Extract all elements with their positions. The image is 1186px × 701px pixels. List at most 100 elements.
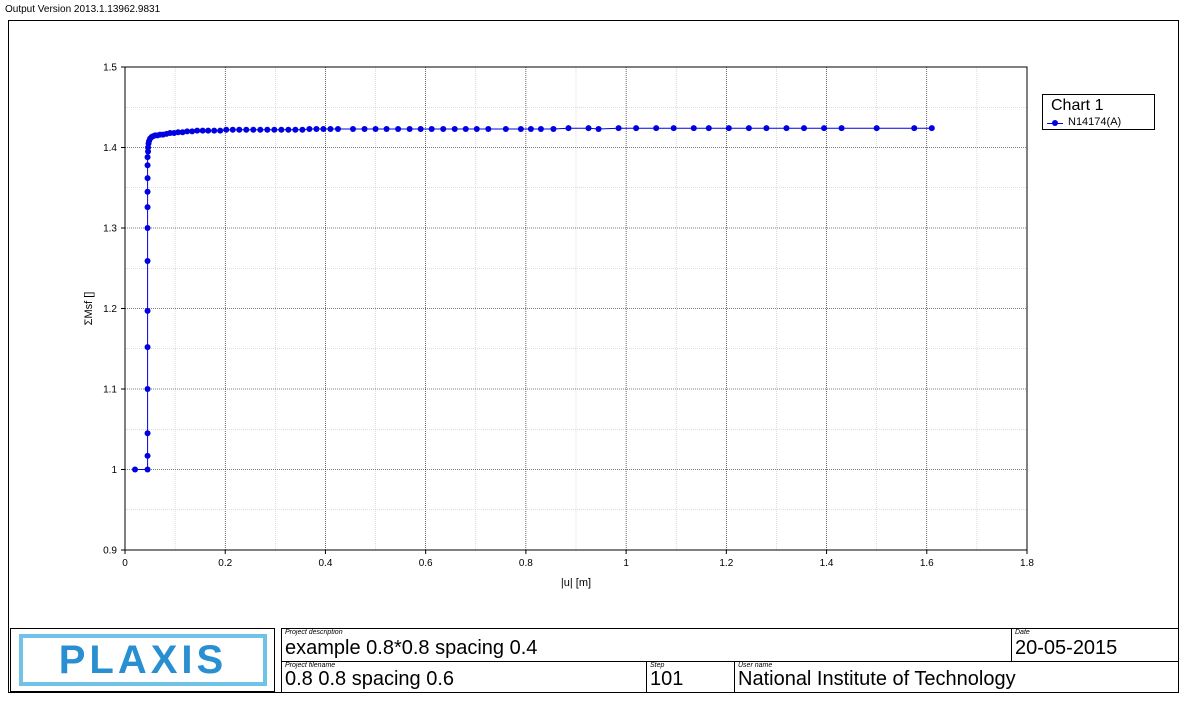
data-point xyxy=(179,129,186,136)
user-name-caption: User name xyxy=(738,662,773,669)
data-point xyxy=(783,125,790,132)
date-value: 20-05-2015 xyxy=(1015,637,1118,659)
y-tick-label: 1 xyxy=(111,465,117,476)
project-description-cell: Project description example 0.8*0.8 spac… xyxy=(281,628,1012,662)
data-point xyxy=(320,125,327,132)
data-point xyxy=(537,125,544,132)
data-point xyxy=(144,466,151,473)
data-point xyxy=(229,126,236,133)
data-point xyxy=(653,125,660,132)
data-point xyxy=(132,466,139,473)
data-point xyxy=(144,204,151,211)
x-tick-label: 0 xyxy=(122,558,128,569)
y-axis-label: ΣMsf [] xyxy=(83,292,95,326)
grid-layer xyxy=(124,66,1028,551)
x-axis-label: |u| [m] xyxy=(561,577,591,589)
data-point xyxy=(278,126,285,133)
data-point xyxy=(801,125,808,132)
x-tick-label: 1.8 xyxy=(1020,558,1034,569)
data-point xyxy=(527,125,534,132)
x-tick-label: 0.4 xyxy=(318,558,332,569)
data-point xyxy=(194,127,201,134)
data-point xyxy=(211,127,218,134)
data-point xyxy=(144,344,151,351)
user-name-cell: User name National Institute of Technolo… xyxy=(734,661,1179,693)
legend: Chart 1 N14174(A) xyxy=(1042,94,1155,130)
data-point xyxy=(705,125,712,132)
data-point xyxy=(205,127,212,134)
data-point xyxy=(383,125,390,132)
user-name-value: National Institute of Technology xyxy=(738,668,1016,690)
data-point xyxy=(550,125,557,132)
data-point xyxy=(395,125,402,132)
data-point xyxy=(144,162,151,169)
y-tick-label: 0.9 xyxy=(103,546,117,557)
data-point xyxy=(334,125,341,132)
y-tick-label: 1.2 xyxy=(103,304,117,315)
data-point xyxy=(821,125,828,132)
step-cell: Step 101 xyxy=(646,661,735,693)
x-tick-label: 0.8 xyxy=(519,558,533,569)
data-point xyxy=(271,126,278,133)
data-point xyxy=(250,126,257,133)
data-point xyxy=(406,125,413,132)
project-filename-cell: Project filename 0.8 0.8 spacing 0.6 xyxy=(281,661,647,693)
data-point xyxy=(144,452,151,459)
project-filename-caption: Project filename xyxy=(285,662,336,669)
data-point xyxy=(911,125,918,132)
logo-border: PLAXIS xyxy=(19,634,267,686)
legend-series-label: N14174(A) xyxy=(1068,116,1122,128)
data-point xyxy=(745,125,752,132)
data-point xyxy=(565,125,572,132)
data-point xyxy=(285,126,292,133)
data-point xyxy=(199,127,206,134)
data-point xyxy=(670,125,677,132)
data-point xyxy=(873,125,880,132)
data-point xyxy=(725,125,732,132)
data-point xyxy=(144,188,151,195)
data-point xyxy=(928,125,935,132)
data-point xyxy=(144,430,151,437)
y-tick-label: 1.5 xyxy=(103,63,117,74)
x-tick-label: 1 xyxy=(623,558,629,569)
data-point xyxy=(184,128,191,135)
data-point xyxy=(144,154,151,161)
series-layer xyxy=(132,125,935,473)
data-point xyxy=(440,125,447,132)
data-point xyxy=(361,125,368,132)
data-point xyxy=(236,126,243,133)
x-tick-label: 1.4 xyxy=(820,558,834,569)
data-point xyxy=(615,125,622,132)
x-tick-label: 0.6 xyxy=(419,558,433,569)
data-point xyxy=(327,125,334,132)
data-point xyxy=(585,125,592,132)
x-tick-label: 1.2 xyxy=(719,558,733,569)
data-point xyxy=(264,126,271,133)
project-description-caption: Project description xyxy=(285,629,343,636)
data-point xyxy=(306,125,313,132)
data-point xyxy=(257,126,264,133)
data-point xyxy=(428,125,435,132)
data-point xyxy=(144,225,151,231)
data-point xyxy=(144,307,151,314)
data-point xyxy=(299,126,306,133)
y-tick-label: 1.1 xyxy=(103,385,117,396)
data-point xyxy=(313,125,320,132)
series-line xyxy=(135,127,932,470)
data-point xyxy=(451,125,458,132)
tick-layer: 0 0.2 0.4 0.6 0.8 1 1.2 1.4 1.6 1.8 0.9 1 1.1 1.2 1.3 1… xyxy=(103,63,1034,570)
data-point xyxy=(417,125,424,132)
data-point xyxy=(144,386,151,392)
y-tick-label: 1.4 xyxy=(103,143,117,154)
data-point xyxy=(223,126,230,133)
data-point xyxy=(838,125,845,132)
legend-title: Chart 1 xyxy=(1051,97,1104,114)
data-point xyxy=(485,125,492,132)
legend-marker-swatch xyxy=(1052,120,1058,126)
date-cell: Date 20-05-2015 xyxy=(1011,628,1179,662)
project-filename-value: 0.8 0.8 spacing 0.6 xyxy=(285,668,455,690)
step-caption: Step xyxy=(650,662,665,669)
data-point xyxy=(372,125,379,132)
data-point xyxy=(690,125,697,132)
x-tick-label: 1.6 xyxy=(920,558,934,569)
